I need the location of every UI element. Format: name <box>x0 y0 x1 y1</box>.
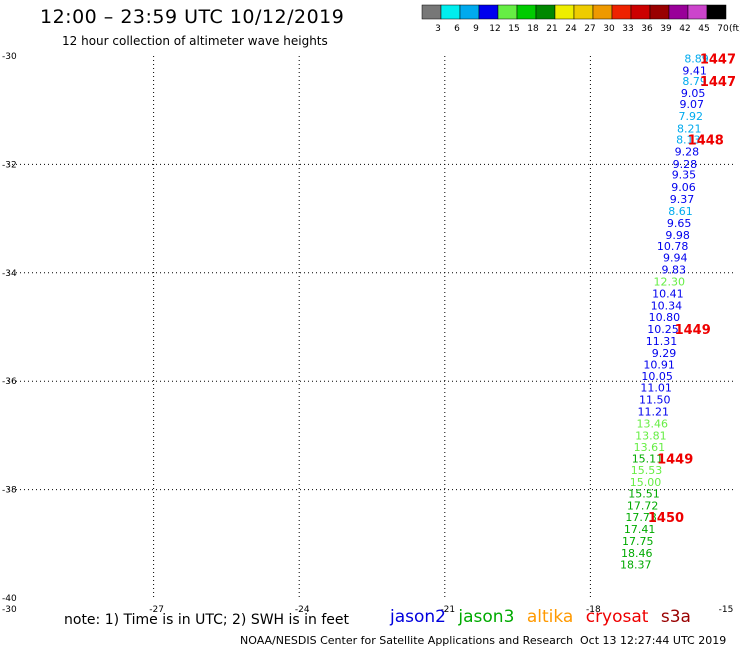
wave-height-label: 10.34 <box>651 299 683 312</box>
colorbar-label: 15 <box>508 24 519 34</box>
wave-height-label: 9.35 <box>672 169 697 182</box>
wave-height-label: 9.37 <box>670 193 695 206</box>
wave-height-label: 10.80 <box>649 311 681 324</box>
satellite-legend: jason2 jason3 altika cryosat s3a <box>390 607 698 627</box>
wave-height-label: 13.61 <box>634 441 666 454</box>
pass-time-label: 1450 <box>648 511 684 526</box>
wave-height-label: 8.13 <box>676 133 701 146</box>
colorbar-label: 27 <box>584 24 595 34</box>
wave-height-label: 11.21 <box>638 406 670 419</box>
legend-item-altika: altika <box>526 607 574 627</box>
wave-height-label: 15.53 <box>631 464 663 477</box>
wave-height-label: 17.73 <box>625 511 657 524</box>
wave-height-label: 9.28 <box>673 158 698 171</box>
x-tick-label: -27 <box>149 605 164 615</box>
wave-height-label: 17.72 <box>627 499 659 512</box>
y-tick-label: -32 <box>2 160 17 170</box>
wave-height-label: 10.25 <box>647 323 679 336</box>
wave-height-label: 13.46 <box>637 417 669 430</box>
colorbar-label: 45 <box>698 24 709 34</box>
wave-height-label: 8.79 <box>682 75 707 88</box>
wave-height-label: 17.41 <box>624 523 656 536</box>
colorbar-label: 18 <box>527 24 539 34</box>
legend-item-jason3: jason3 <box>458 607 515 627</box>
y-tick-label: -30 <box>2 52 17 62</box>
x-tick-label: -24 <box>295 605 310 615</box>
wave-height-label: 15.00 <box>630 476 662 489</box>
note-text: note: 1) Time is in UTC; 2) SWH is in fe… <box>64 612 350 628</box>
wave-height-label: 11.31 <box>646 335 678 348</box>
wave-height-label: 15.11 <box>632 453 664 466</box>
wave-height-chart: -30-32-34-36-38-40-30 -27 -24 -21 -18 -158.89… <box>2 52 736 615</box>
wave-height-label: 18.37 <box>620 558 652 571</box>
legend-item-cryosat: cryosat <box>585 607 649 627</box>
colorbar-label: 39 <box>660 24 672 34</box>
wave-height-label: 15.51 <box>628 487 660 500</box>
wave-height-label: 13.81 <box>635 429 667 442</box>
colorbar-label: 24 <box>565 24 577 34</box>
x-tick-label: -18 <box>586 605 601 615</box>
y-tick-label: -38 <box>2 486 17 496</box>
footer-credit: NOAA/NESDIS Center for Satellite Applica… <box>240 634 574 647</box>
wave-height-label: 11.50 <box>639 394 671 407</box>
wave-height-label: 10.41 <box>652 287 684 300</box>
wave-height-label: 9.94 <box>663 252 688 265</box>
colorbar-label: 21 <box>546 24 557 34</box>
wave-height-label: 8.21 <box>677 123 702 136</box>
wave-height-label: 8.89 <box>684 53 709 66</box>
colorbar-label: 30 <box>603 24 615 34</box>
x-tick-label: -15 <box>719 605 734 615</box>
wave-height-label: 9.98 <box>665 229 690 242</box>
wave-height-label: 10.91 <box>643 358 675 371</box>
colorbar-label: 6 <box>454 24 460 34</box>
x-tick-label: -21 <box>440 605 455 615</box>
wave-height-label: 8.61 <box>668 205 693 218</box>
pass-time-label: 1447 <box>700 53 736 68</box>
colorbar-label: 70 <box>717 24 729 34</box>
wave-height-label: 9.05 <box>681 87 706 100</box>
wave-height-label: 9.83 <box>662 264 687 277</box>
page-title: 12:00 – 23:59 UTC 10/12/2019 <box>40 6 345 28</box>
colorbar-label: 9 <box>473 24 479 34</box>
y-tick-label: -36 <box>2 377 17 387</box>
colorbar-swatch <box>706 4 727 20</box>
wave-height-label: 9.41 <box>682 65 707 78</box>
pass-time-label: 1447 <box>700 75 736 90</box>
wave-height-label: 10.78 <box>657 240 689 253</box>
wave-height-label: 9.29 <box>652 347 677 360</box>
pass-time-label: 1448 <box>688 133 724 148</box>
legend-item-jason2: jason2 <box>390 607 446 627</box>
colorbar-unit: (ft) <box>729 24 740 34</box>
wave-height-label: 9.28 <box>675 145 700 158</box>
wave-height-label: 12.30 <box>654 275 686 288</box>
colorbar-label: 42 <box>679 24 690 34</box>
wave-height-label: 7.92 <box>678 110 703 123</box>
wave-height-label: 17.75 <box>622 535 654 548</box>
wave-height-label: 9.65 <box>667 217 692 230</box>
pass-time-label: 1449 <box>675 323 711 338</box>
y-tick-label: -40 <box>2 594 17 604</box>
wave-height-label: 9.07 <box>679 98 704 111</box>
legend-item-s3a: s3a <box>660 607 691 627</box>
colorbar-label: 36 <box>641 24 653 34</box>
wave-height-label: 18.46 <box>621 547 653 560</box>
page-subtitle: 12 hour collection of altimeter wave hei… <box>62 34 328 48</box>
colorbar-label: 12 <box>489 24 500 34</box>
wave-height-label: 11.01 <box>640 382 672 395</box>
footer-timestamp: Oct 13 12:27:44 UTC 2019 <box>580 634 727 647</box>
x-tick-label: -30 <box>2 605 17 615</box>
wave-height-label: 9.06 <box>671 181 696 194</box>
colorbar-label: 33 <box>622 24 633 34</box>
colorbar-label: 3 <box>435 24 441 34</box>
wave-height-label: 10.05 <box>641 370 673 383</box>
pass-time-label: 1449 <box>657 453 693 468</box>
y-tick-label: -34 <box>2 269 17 279</box>
